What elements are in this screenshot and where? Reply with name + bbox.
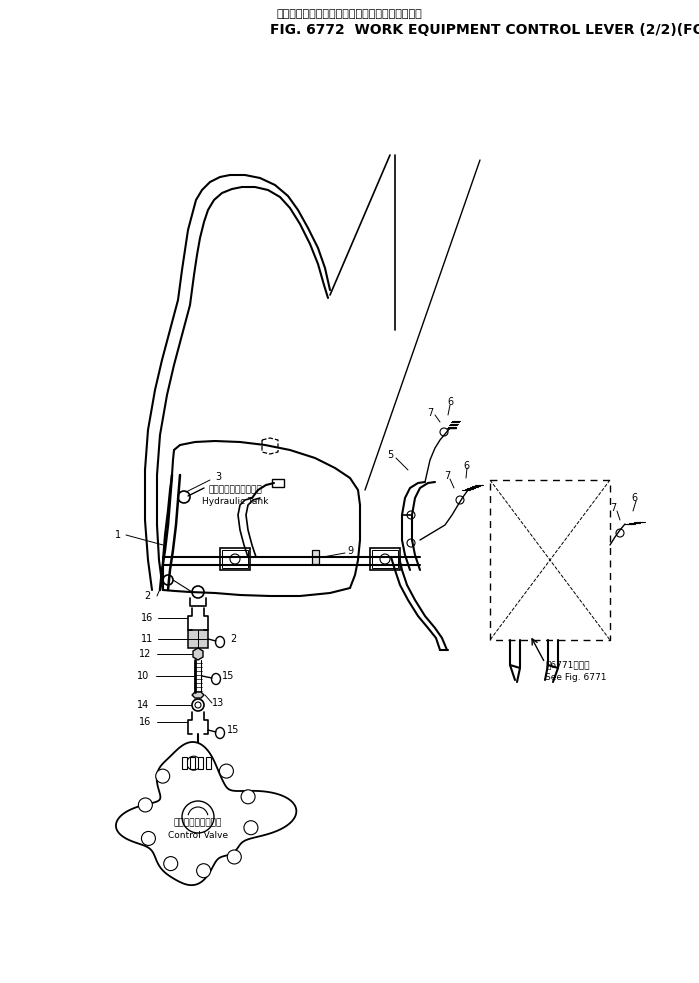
Bar: [222, 550, 248, 568]
Text: 15: 15: [226, 725, 239, 735]
Text: Hydraulic Tank: Hydraulic Tank: [202, 497, 268, 506]
Text: 第6771図参照: 第6771図参照: [545, 661, 589, 669]
Polygon shape: [116, 742, 296, 885]
Bar: [182, 757, 187, 769]
Text: 10: 10: [137, 671, 149, 681]
Circle shape: [164, 856, 178, 871]
Text: ハイドロリックタンク: ハイドロリックタンク: [208, 486, 262, 494]
Text: 15: 15: [222, 671, 234, 681]
Bar: [188, 630, 208, 648]
Bar: [206, 757, 211, 769]
Ellipse shape: [212, 673, 220, 684]
Bar: [372, 550, 398, 568]
Text: 13: 13: [212, 698, 224, 708]
Text: 11: 11: [141, 634, 153, 644]
Circle shape: [227, 850, 241, 864]
Bar: [190, 757, 195, 769]
Text: 9: 9: [347, 546, 353, 556]
Circle shape: [192, 699, 204, 711]
Text: 5: 5: [387, 450, 393, 460]
Bar: [370, 548, 400, 570]
Circle shape: [241, 789, 255, 804]
Circle shape: [192, 586, 204, 598]
Text: FIG. 6772  WORK EQUIPMENT CONTROL LEVER (2/2)(FOR 3-POINT HITCH): FIG. 6772 WORK EQUIPMENT CONTROL LEVER (…: [270, 23, 699, 37]
Circle shape: [196, 864, 210, 878]
Text: 7: 7: [427, 408, 433, 418]
Text: 14: 14: [137, 700, 149, 710]
Text: 1: 1: [115, 530, 121, 540]
Bar: [220, 548, 250, 570]
Text: 12: 12: [139, 649, 151, 659]
Text: コントロールバルブ: コントロールバルブ: [174, 819, 222, 828]
Text: 16: 16: [141, 613, 153, 623]
Circle shape: [182, 801, 214, 833]
Ellipse shape: [215, 637, 224, 648]
Circle shape: [244, 821, 258, 835]
Text: See Fig. 6771: See Fig. 6771: [545, 672, 607, 681]
Circle shape: [178, 491, 190, 503]
Circle shape: [163, 575, 173, 585]
Circle shape: [156, 769, 170, 783]
Circle shape: [141, 832, 155, 845]
Text: 作　業　機　コントロールレバー　３点ヒッチ用: 作 業 機 コントロールレバー ３点ヒッチ用: [276, 9, 422, 19]
Circle shape: [219, 764, 233, 779]
Circle shape: [138, 798, 152, 812]
Text: 6: 6: [447, 397, 453, 407]
Text: 3: 3: [215, 472, 221, 482]
Text: 2: 2: [230, 634, 236, 644]
Bar: [272, 479, 284, 487]
Ellipse shape: [215, 727, 224, 738]
Text: 7: 7: [444, 471, 450, 481]
Bar: [198, 757, 203, 769]
Text: Control Valve: Control Valve: [168, 831, 228, 839]
Polygon shape: [193, 648, 203, 660]
Text: 6: 6: [631, 493, 637, 503]
Text: 16: 16: [139, 717, 151, 727]
Text: 6: 6: [463, 461, 469, 471]
Circle shape: [187, 756, 201, 770]
Polygon shape: [192, 692, 204, 698]
Text: 7: 7: [610, 503, 616, 513]
Text: 2: 2: [144, 591, 150, 601]
Bar: [312, 550, 319, 564]
